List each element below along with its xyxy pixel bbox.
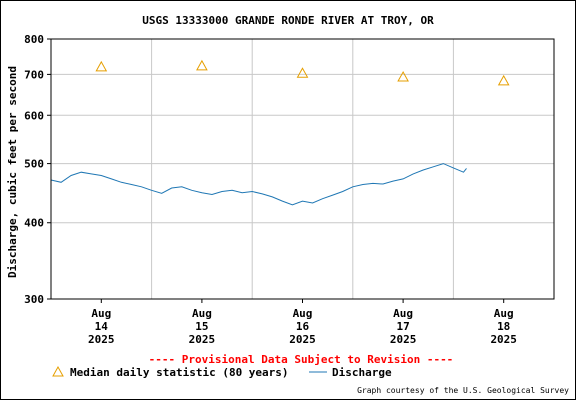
x-tick-label: 2025	[289, 333, 316, 346]
y-tick-label: 500	[24, 158, 44, 171]
x-tick-label: 17	[396, 320, 409, 333]
y-tick-label: 600	[24, 109, 44, 122]
y-tick-label: 700	[24, 68, 44, 81]
y-tick-labels: 300 400 500 600 700 800	[24, 33, 51, 306]
discharge-series-line	[50, 163, 467, 206]
legend-median-label: Median daily statistic (80 years)	[70, 366, 289, 379]
x-tick-label: 2025	[88, 333, 115, 346]
usgs-credit: Graph courtesy of the U.S. Geological Su…	[357, 386, 569, 395]
x-tick-label: 14	[95, 320, 109, 333]
x-tick-label: 18	[497, 320, 510, 333]
median-triangle-point	[497, 74, 510, 86]
series-layer	[50, 59, 510, 206]
y-axis-label: Discharge, cubic feet per second	[6, 66, 19, 278]
median-triangle-point	[296, 67, 309, 78]
legend-median-triangle-icon	[52, 365, 64, 377]
legend-discharge-label: Discharge	[332, 366, 392, 379]
median-triangle-point	[196, 59, 208, 71]
x-tick-label: Aug	[293, 307, 313, 320]
median-triangle-point	[95, 60, 108, 72]
x-tick-label: Aug	[91, 307, 111, 320]
y-tick-label: 400	[24, 217, 44, 230]
plot-area-border	[50, 38, 555, 300]
legend: Median daily statistic (80 years) Discha…	[52, 365, 392, 379]
chart-title: USGS 13333000 GRANDE RONDE RIVER AT TROY…	[142, 14, 434, 27]
y-tick-label: 800	[24, 33, 44, 46]
provisional-data-note: ---- Provisional Data Subject to Revisio…	[149, 353, 454, 366]
grid-lines	[51, 39, 554, 299]
x-tick-label: 2025	[189, 333, 216, 346]
x-tick-label: 2025	[390, 333, 417, 346]
x-tick-label: 16	[296, 320, 310, 333]
x-tick-label: 2025	[490, 333, 517, 346]
x-tick-label: Aug	[192, 307, 212, 320]
y-tick-label: 300	[24, 293, 44, 306]
median-triangle-point	[397, 71, 409, 82]
x-tick-label: Aug	[494, 307, 514, 320]
x-tick-labels: Aug142025Aug152025Aug162025Aug172025Aug1…	[88, 299, 517, 346]
x-tick-label: 15	[195, 320, 208, 333]
x-tick-label: Aug	[393, 307, 413, 320]
